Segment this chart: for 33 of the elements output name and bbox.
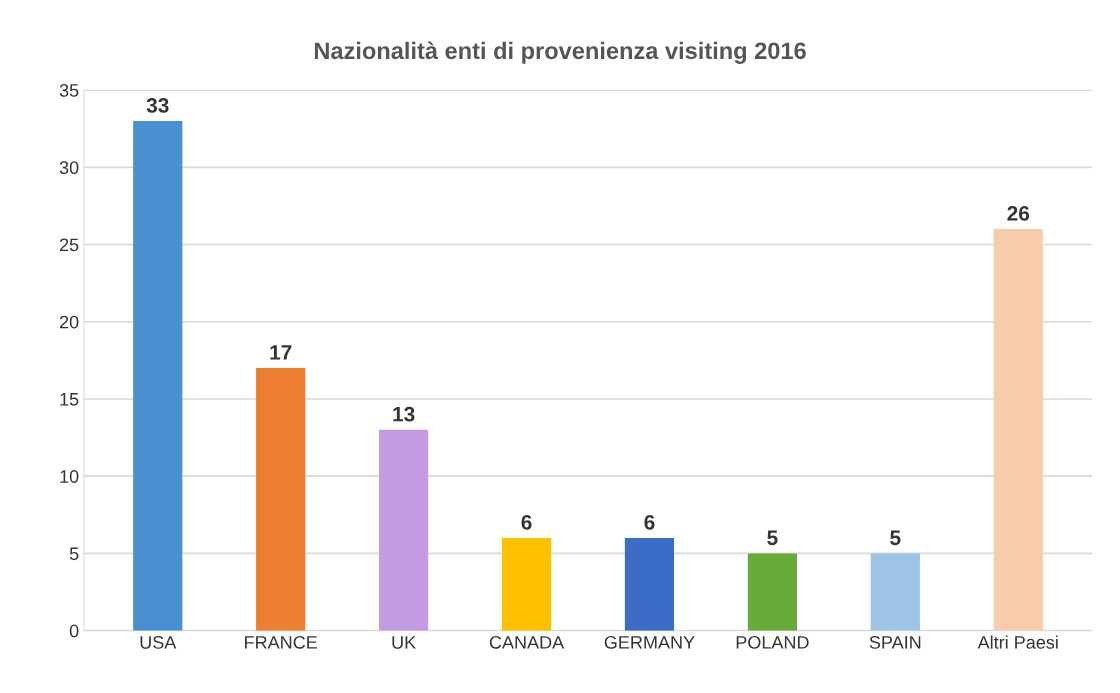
y-tick-label: 25 bbox=[59, 238, 79, 252]
data-label: 17 bbox=[270, 345, 292, 360]
x-tick-label: UK bbox=[392, 636, 416, 649]
y-tick-label: 20 bbox=[59, 315, 79, 329]
data-label: 6 bbox=[521, 514, 532, 530]
x-tick-label: FRANCE bbox=[245, 635, 318, 649]
x-tick-label: GERMANY bbox=[604, 635, 695, 649]
x-tick-label: Altri Paesi bbox=[977, 635, 1058, 649]
y-tick-label: 30 bbox=[59, 161, 79, 175]
chart-title: Nazionalità enti di provenienza visiting 2016 bbox=[314, 41, 806, 64]
data-label: 5 bbox=[890, 530, 901, 546]
y-tick-label: 35 bbox=[59, 84, 79, 97]
x-tick-label: SPAIN bbox=[869, 635, 921, 649]
x-tick-label: CANADA bbox=[489, 635, 565, 649]
bar bbox=[256, 368, 306, 631]
data-label: 26 bbox=[1007, 206, 1030, 221]
data-label: 6 bbox=[644, 514, 655, 530]
x-tick-label: POLAND bbox=[736, 635, 809, 649]
y-tick-label: 5 bbox=[69, 547, 79, 561]
data-label: 13 bbox=[393, 406, 415, 422]
bar bbox=[747, 553, 797, 631]
data-label: 5 bbox=[767, 530, 778, 546]
y-tick-label: 15 bbox=[60, 393, 79, 406]
x-tick-label: USA bbox=[140, 635, 177, 649]
data-label: 33 bbox=[146, 97, 169, 113]
y-tick-label: 0 bbox=[69, 624, 79, 638]
bar bbox=[133, 120, 183, 631]
bar bbox=[624, 537, 675, 631]
bar bbox=[501, 537, 552, 631]
bar bbox=[993, 229, 1043, 631]
y-tick-label: 10 bbox=[60, 470, 79, 483]
bar bbox=[379, 429, 429, 631]
bar bbox=[870, 553, 920, 631]
